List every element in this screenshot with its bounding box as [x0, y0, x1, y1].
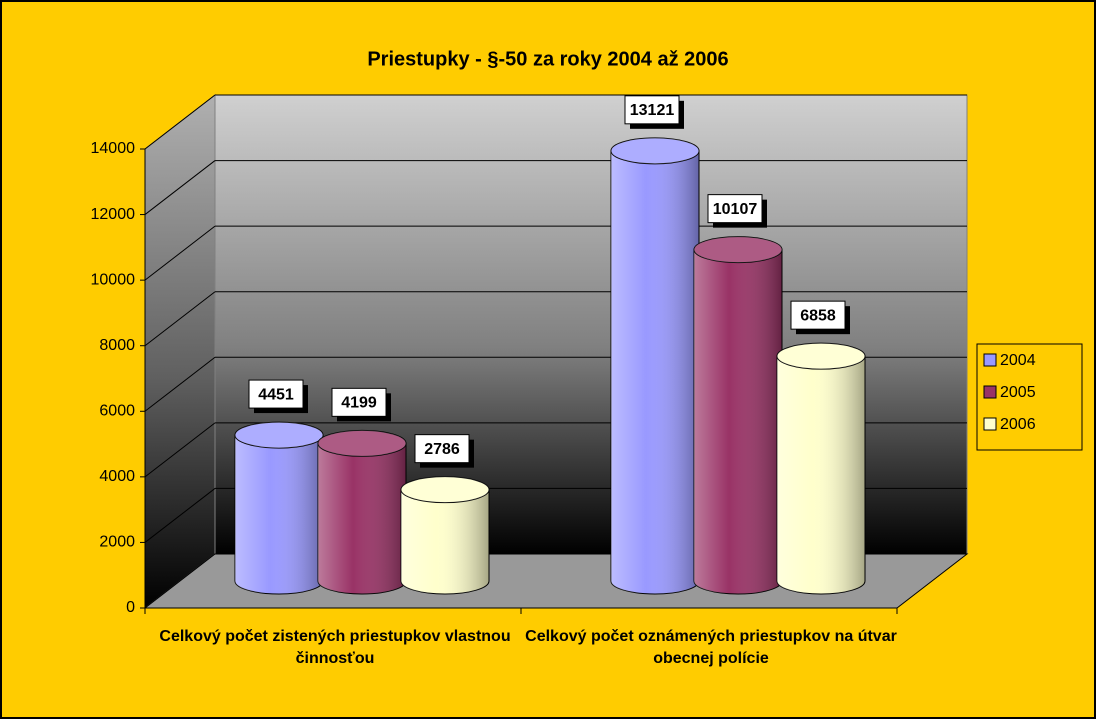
cylinder-top [400, 476, 490, 504]
grid-line [144, 225, 216, 281]
cylinder-top [693, 236, 783, 264]
legend-swatch [983, 353, 997, 367]
cylinder-shade [318, 443, 406, 594]
cylinder-shade [611, 150, 699, 594]
x-tick-label: Celkový počet zistených priestupkov vlas… [159, 628, 511, 667]
label-box [624, 95, 680, 125]
cylinder-top-light [318, 430, 406, 457]
legend-label: 2004 [1000, 352, 1036, 369]
grid-line [144, 488, 216, 543]
grid-line [144, 422, 216, 478]
legend-label: 2006 [1000, 416, 1036, 433]
y-tick-label: 12000 [91, 206, 136, 223]
cylinder-shade [777, 356, 865, 594]
y-tick-label: 2000 [99, 534, 135, 551]
side-wall [144, 93, 216, 610]
label-box [331, 387, 387, 417]
y-tick-label: 4000 [99, 468, 135, 485]
label-box [790, 300, 846, 330]
cylinder-top-light [235, 422, 323, 449]
cylinder-top-light [611, 137, 699, 164]
y-tick-label: 10000 [91, 271, 136, 288]
data-label: 6858 [800, 307, 836, 324]
cylinder-top-light [694, 236, 782, 263]
legend-swatch [983, 385, 997, 399]
cylinder-shade [235, 435, 323, 594]
grid-line [144, 94, 216, 150]
label-box [414, 434, 470, 464]
cylinder-top [610, 137, 700, 165]
grid-line [144, 291, 216, 347]
cylinder-shade [401, 489, 489, 594]
y-tick-label: 0 [126, 599, 135, 616]
data-label: 2786 [424, 441, 460, 458]
grid-line [144, 160, 216, 215]
cylinder-top-light [777, 343, 865, 370]
legend-label: 2005 [1000, 384, 1036, 401]
label-box [707, 194, 763, 224]
legend-swatch [983, 417, 997, 431]
y-tick-label: 6000 [99, 403, 135, 420]
data-label: 4451 [258, 386, 294, 403]
x-tick-label: Celkový počet oznámených priestupkov na … [525, 628, 897, 667]
cylinder-top [776, 342, 866, 370]
data-label: 4199 [341, 395, 377, 412]
y-tick-label: 14000 [91, 140, 136, 157]
chart-title: Priestupky - §-50 za roky 2004 až 2006 [367, 48, 728, 70]
cylinder-top [234, 421, 324, 449]
label-box [248, 379, 304, 409]
grid-line [144, 356, 216, 412]
data-label: 10107 [713, 201, 758, 218]
cylinder-top [317, 429, 407, 457]
y-tick-label: 8000 [99, 337, 135, 354]
data-label: 13121 [630, 102, 675, 119]
cylinder-shade [694, 249, 782, 595]
cylinder-top-light [401, 476, 489, 503]
